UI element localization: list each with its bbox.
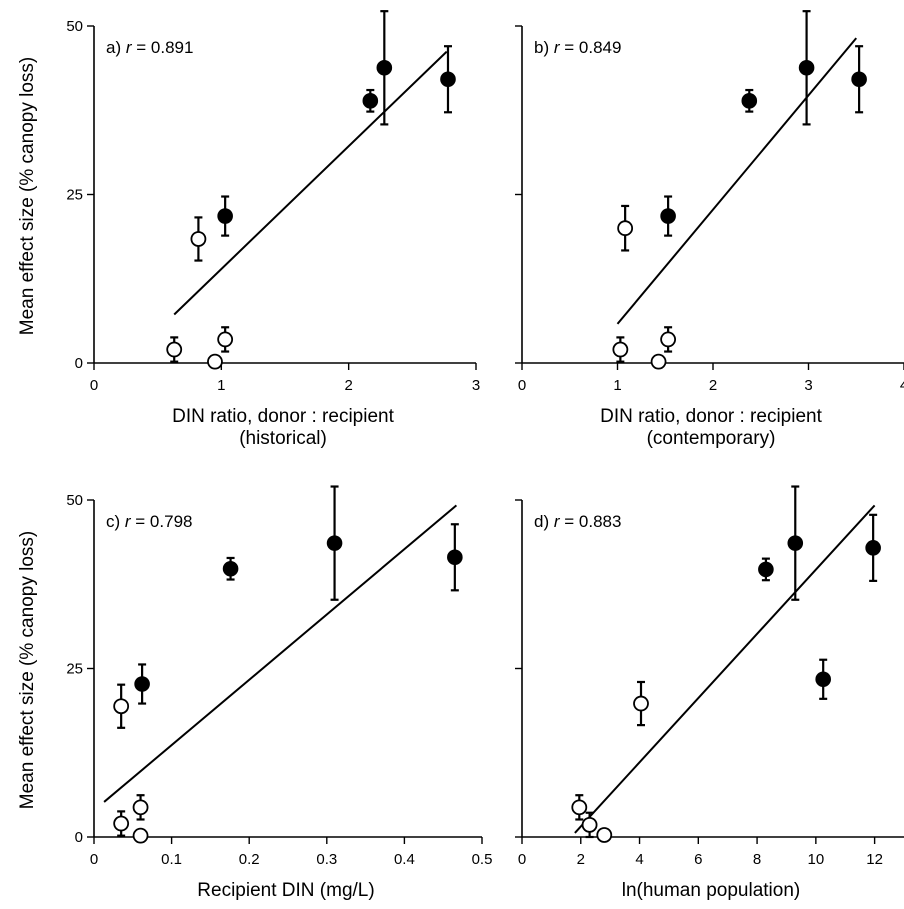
- x-tick-label: 0: [90, 851, 98, 868]
- data-point-open: [617, 220, 634, 237]
- data-point-filled: [376, 59, 393, 76]
- panel-4: 0 2 4 6 8 10 12 ln(human population) d) r = 0.88…: [515, 485, 904, 901]
- data-point-open: [207, 353, 223, 370]
- data-point-open: [596, 827, 613, 843]
- data-point-filled: [447, 549, 463, 566]
- x-tick-label: 12: [866, 851, 883, 868]
- data-point-open: [612, 341, 629, 358]
- x-tick-label: 0.2: [239, 851, 260, 868]
- data-point-filled: [440, 71, 456, 88]
- data-point-open: [190, 231, 207, 247]
- x-tick-label: 2: [709, 377, 717, 394]
- x-tick-label: 1: [613, 377, 621, 394]
- y-axis-title-top: Mean effect size (% canopy loss): [17, 57, 38, 335]
- data-point-filled: [362, 93, 379, 109]
- data-point-open: [571, 799, 588, 816]
- x-tick-label: 0: [518, 377, 526, 394]
- regression-line: [103, 504, 458, 803]
- panel-2: 0 1 2 3 4 DIN ratio, donor : recipient(contem…: [515, 10, 904, 449]
- y-tick-label: 25: [66, 661, 83, 678]
- data-point-open: [113, 815, 130, 832]
- data-point-filled: [741, 93, 758, 109]
- x-axis-title: (historical): [239, 428, 327, 449]
- y-axis-title-bottom: Mean effect size (% canopy loss): [17, 531, 38, 809]
- panel-label: b) r = 0.849: [534, 38, 621, 57]
- data-point-filled: [851, 71, 867, 88]
- data-point-open: [633, 695, 649, 712]
- x-tick-label: 3: [804, 377, 812, 394]
- y-tick-label: 50: [66, 18, 83, 35]
- panel-1: 0 25 50 0 1 2 3 DIN ratio, donor : recipient(hi…: [66, 10, 480, 449]
- x-tick-label: 10: [808, 851, 825, 868]
- regression-line: [616, 37, 858, 325]
- y-tick-label: 0: [75, 829, 83, 846]
- x-tick-label: 0.3: [316, 851, 337, 868]
- panel-label: d) r = 0.883: [534, 512, 621, 531]
- data-point-filled: [222, 560, 239, 577]
- data-point-filled: [787, 535, 804, 551]
- x-tick-label: 2: [344, 377, 352, 394]
- data-point-filled: [815, 671, 831, 688]
- x-axis-title: Recipient DIN (mg/L): [197, 880, 374, 901]
- data-point-filled: [134, 676, 150, 692]
- x-axis-title: ln(human population): [622, 880, 801, 901]
- data-point-open: [650, 353, 667, 370]
- data-point-open: [217, 331, 234, 348]
- panel-label: a) r = 0.891: [106, 38, 193, 57]
- data-point-open: [132, 799, 149, 816]
- x-tick-label: 0.1: [161, 851, 182, 868]
- x-tick-label: 4: [900, 377, 904, 394]
- panel-3: 0 25 50 0 0.1 0.2 0.3 0.4 0.5 Recipient DIN (mg/L…: [66, 485, 493, 901]
- x-tick-label: 0: [90, 377, 98, 394]
- y-tick-label: 25: [66, 187, 83, 204]
- regression-line: [173, 50, 448, 316]
- panel-label: c) r = 0.798: [106, 512, 192, 531]
- x-tick-label: 1: [217, 377, 225, 394]
- x-tick-label: 0.5: [472, 851, 493, 868]
- data-point-open: [113, 698, 130, 715]
- x-tick-label: 8: [753, 851, 761, 868]
- data-point-open: [660, 331, 677, 348]
- data-point-filled: [865, 540, 881, 556]
- x-tick-label: 6: [694, 851, 702, 868]
- x-tick-label: 4: [635, 851, 643, 868]
- x-tick-label: 2: [577, 851, 585, 868]
- data-point-open: [581, 816, 598, 833]
- data-point-filled: [326, 535, 343, 551]
- data-point-filled: [758, 561, 774, 578]
- x-tick-label: 3: [472, 377, 480, 394]
- data-point-filled: [217, 208, 233, 224]
- x-tick-label: 0.4: [394, 851, 415, 868]
- y-tick-label: 0: [75, 355, 83, 372]
- data-point-open: [132, 827, 149, 844]
- x-axis-title: DIN ratio, donor : recipient: [172, 406, 394, 427]
- data-point-filled: [798, 59, 815, 76]
- x-axis-title: (contemporary): [647, 428, 776, 449]
- y-tick-label: 50: [66, 492, 83, 509]
- regression-line: [574, 504, 876, 834]
- data-point-filled: [660, 208, 676, 224]
- x-tick-label: 0: [518, 851, 526, 868]
- x-axis-title: DIN ratio, donor : recipient: [600, 406, 822, 427]
- data-point-open: [166, 341, 183, 358]
